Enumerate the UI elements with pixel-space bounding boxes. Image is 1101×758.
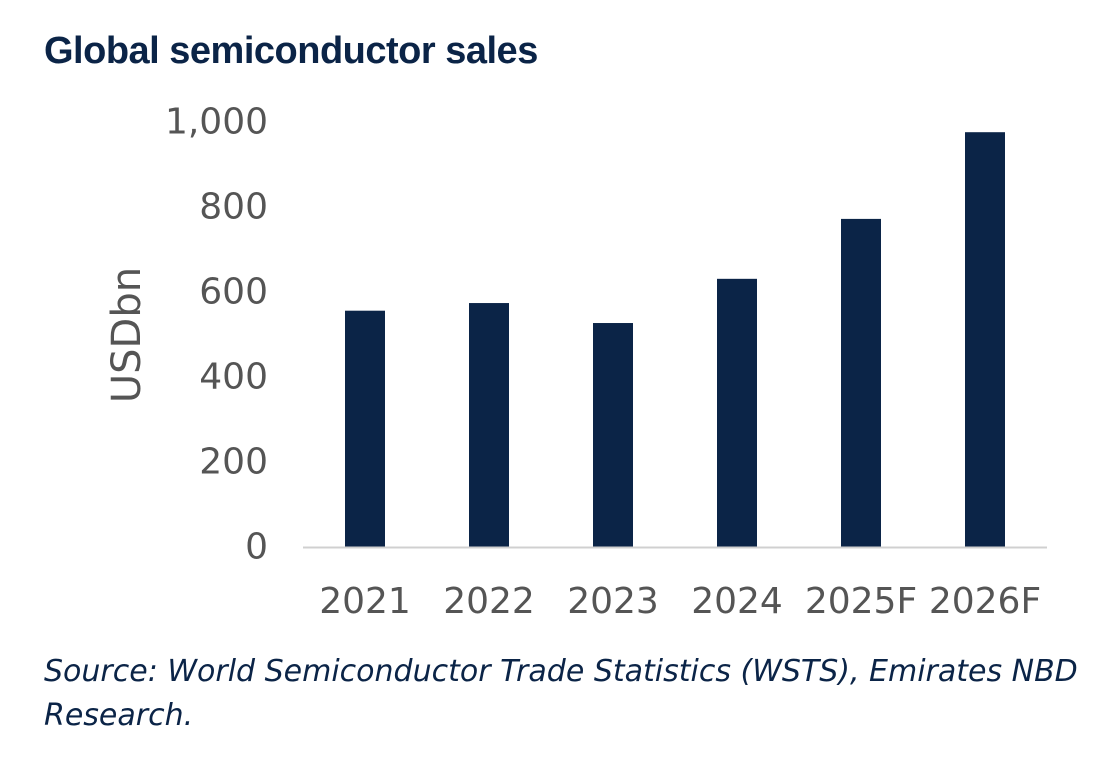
- bars: [345, 132, 1005, 547]
- x-tick-label: 2023: [567, 581, 659, 622]
- y-axis-ticks: 0 200 400 600 800 1,000: [165, 102, 268, 568]
- bar-2022: [469, 303, 509, 547]
- bar-2023: [593, 323, 633, 547]
- bar-2024: [717, 278, 757, 547]
- bar-2026F: [965, 132, 1005, 547]
- y-tick-label: 400: [199, 357, 268, 398]
- y-tick-label: 200: [199, 442, 268, 483]
- x-tick-label: 2022: [443, 581, 535, 622]
- x-tick-label: 2025F: [805, 581, 917, 622]
- y-tick-label: 800: [199, 187, 268, 228]
- bar-2021: [345, 310, 385, 547]
- y-tick-label: 1,000: [165, 102, 268, 143]
- x-tick-label: 2026F: [929, 581, 1041, 622]
- y-tick-label: 600: [199, 272, 268, 313]
- source-note: Source: World Semiconductor Trade Statis…: [44, 654, 1078, 733]
- y-tick-label: 0: [245, 527, 268, 568]
- chart-title: Global semiconductor sales: [44, 30, 538, 72]
- y-axis-label: USDbn: [104, 267, 150, 403]
- x-tick-label: 2021: [319, 581, 411, 622]
- x-tick-label: 2024: [691, 581, 783, 622]
- bar-2025F: [841, 218, 881, 547]
- x-axis-labels: 2021 2022 2023 2024 2025F 2026F: [319, 581, 1041, 622]
